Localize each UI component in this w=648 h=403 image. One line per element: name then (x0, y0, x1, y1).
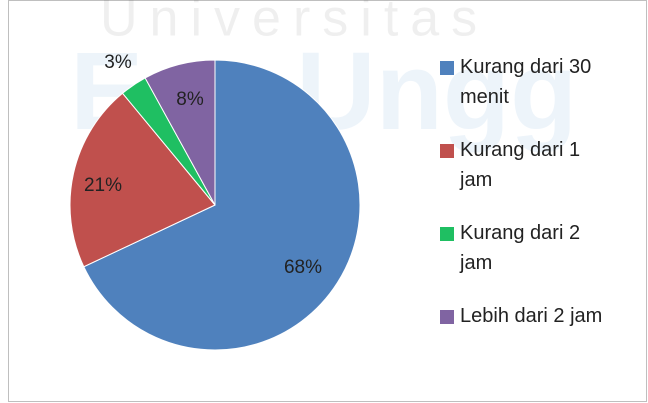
data-label: 3% (104, 52, 132, 73)
legend-swatch (440, 144, 454, 158)
legend-swatch (440, 61, 454, 75)
legend-line: menit (460, 86, 509, 108)
legend-line: Kurang dari 1 (460, 139, 580, 161)
legend-line: jam (459, 169, 492, 191)
data-label: 68% (284, 257, 322, 278)
legend-line: jam (459, 252, 492, 274)
legend-label: Lebih dari 2 jam (460, 305, 602, 327)
legend-line: Kurang dari 2 (460, 222, 580, 244)
pie-slice (144, 59, 216, 206)
legend-label: Kurang dari 2 jam (459, 222, 580, 274)
pie-slice (69, 92, 216, 268)
data-label: 8% (176, 89, 204, 110)
data-label: 21% (84, 175, 122, 196)
legend-label: Kurang dari 1 jam (459, 139, 580, 191)
legend-swatch (440, 227, 454, 241)
legend-label: Kurang dari 30 menit (460, 56, 591, 108)
pie-slice (83, 59, 361, 351)
legend-line: Lebih dari 2 jam (460, 305, 602, 327)
legend-swatch (440, 310, 454, 324)
watermark: Universitas (100, 0, 489, 48)
legend-line: Kurang dari 30 (460, 56, 591, 78)
